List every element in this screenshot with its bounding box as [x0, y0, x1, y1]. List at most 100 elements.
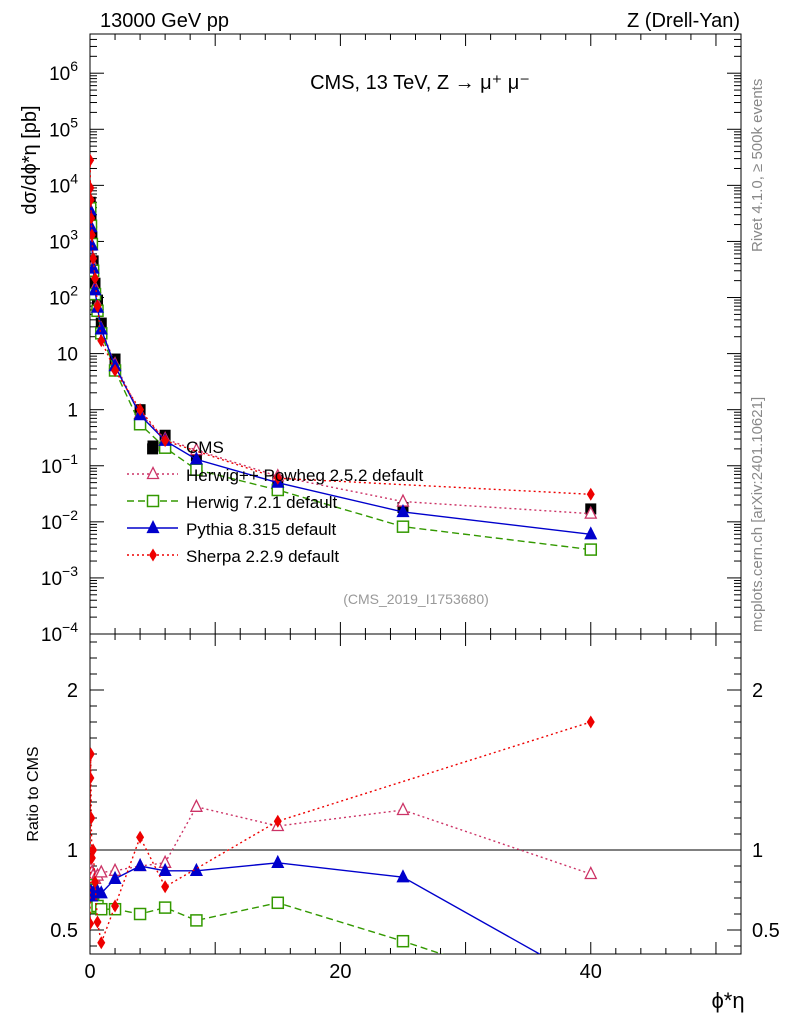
data-point [93, 299, 102, 313]
legend-marker [146, 494, 160, 508]
ratio-y-tick-label-right: 1 [752, 840, 763, 862]
y-tick-label: 10−2 [41, 507, 78, 534]
y-tick-label: 10−4 [41, 619, 78, 646]
ratio-point [273, 814, 282, 828]
data-point [189, 451, 203, 465]
data-point [584, 505, 598, 519]
ratio-point [108, 870, 122, 884]
data-point [90, 181, 95, 195]
side-text-top: Rivet 4.1.0, ≥ 500k events [749, 79, 766, 252]
data-point [90, 282, 102, 296]
ratio-point [97, 936, 106, 950]
ratio-y-tick-label: 1 [67, 840, 78, 862]
series-sherpa-2-2-9-default [90, 715, 595, 950]
data-point [90, 228, 96, 242]
data-point [90, 193, 95, 207]
data-point [396, 504, 410, 518]
ratio-y-tick-label: 2 [67, 680, 78, 702]
data-point [90, 251, 98, 265]
ratio-point [90, 747, 95, 761]
ratio-point [90, 917, 95, 931]
series-line [90, 208, 591, 551]
y-tick-label: 103 [49, 226, 78, 253]
data-point [161, 434, 170, 448]
main-axis-ticks: 10−4 10−3 10−2 10−1 1 10 102 103 104 105 106 [41, 33, 741, 646]
data-point [584, 526, 598, 540]
legend-label: Sherpa 2.2.9 default [186, 547, 339, 566]
ratio-point [271, 896, 285, 910]
series-line [90, 885, 444, 954]
ratio-point [94, 885, 108, 899]
legend-label: CMS [186, 438, 224, 457]
main-plot-panel: 10−4 10−3 10−2 10−1 1 10 102 103 104 105 106 CMS, … [19, 33, 742, 646]
y-tick-label: 1 [67, 401, 78, 422]
ratio-point [190, 914, 203, 927]
legend-item: Herwig 7.2.1 default [127, 493, 337, 512]
data-point [91, 271, 100, 285]
data-point [586, 487, 595, 501]
y-tick-label: 10−1 [41, 451, 78, 478]
series-line [90, 721, 591, 946]
legend-item: Sherpa 2.2.9 default [127, 547, 339, 566]
ratio-y-tick-label: 0.5 [50, 920, 78, 942]
legend-item: Herwig++ Powheg 2.5.2 default [127, 466, 423, 485]
data-point [133, 417, 147, 431]
ratio-point [161, 880, 170, 894]
series-pythia-8-315-default [90, 202, 598, 540]
series-sherpa-2-2-9-default [90, 153, 595, 501]
y-tick-label: 104 [49, 170, 78, 197]
legend-label: Herwig++ Powheg 2.5.2 default [186, 466, 423, 485]
legend-marker [146, 520, 160, 534]
ratio-ylabel: Ratio to CMS [25, 746, 42, 841]
ratio-point [95, 902, 108, 916]
ratio-plot-frame [89, 633, 742, 955]
y-tick-label: 102 [49, 283, 78, 310]
series-herwig-7-2-1-default [90, 202, 598, 556]
ratio-point [396, 869, 410, 883]
side-text-bottom: mcplots.cern.ch [arXiv:2401.10621] [749, 397, 766, 632]
y-tick-label: 10 [57, 345, 78, 366]
ratio-data-series [90, 715, 598, 954]
legend: CMS Herwig++ Powheg 2.5.2 default Herwig 7… [127, 438, 423, 566]
ratio-point [90, 771, 95, 785]
x-tick-label: 0 [84, 961, 95, 983]
ratio-axis-ticks: 0.5 0.5 1 1 2 2 [50, 641, 780, 947]
ratio-point [158, 862, 172, 876]
ratio-point [189, 798, 203, 812]
ratio-point [133, 907, 147, 921]
y-tick-label: 105 [49, 114, 78, 141]
data-point [90, 260, 100, 274]
legend-item: CMS [147, 438, 224, 457]
data-point [136, 403, 145, 417]
series-line [90, 210, 591, 535]
ratio-y-tick-label-right: 0.5 [752, 920, 780, 942]
ratio-point [111, 899, 120, 913]
ratio-point [90, 843, 98, 857]
data-point [94, 321, 108, 335]
data-point [97, 334, 106, 348]
y-tick-label: 106 [49, 58, 78, 85]
ratio-point [584, 866, 598, 880]
legend-marker [146, 466, 160, 480]
ratio-point [586, 715, 595, 729]
header-left: 13000 GeV pp [100, 10, 229, 32]
legend-marker [147, 440, 159, 452]
series-herwig-7-2-1-default [90, 878, 444, 954]
ratio-point [94, 864, 108, 878]
ratio-plot-panel: 0.5 0.5 1 1 2 2 Ratio to CMS [25, 633, 780, 955]
legend-label: Herwig 7.2.1 default [186, 493, 337, 512]
ratio-point [396, 934, 410, 948]
x-axis-label: ϕ*η [711, 988, 744, 1013]
ratio-point [396, 802, 410, 816]
watermark: (CMS_2019_I1753680) [343, 591, 489, 607]
data-point [111, 363, 120, 377]
data-point [584, 543, 598, 556]
y-tick-label: 10−3 [41, 563, 78, 590]
x-axis-ticks: 0 20 40 [84, 34, 742, 983]
ratio-y-tick-label-right: 2 [752, 680, 763, 702]
data-point [396, 520, 410, 533]
ratio-point [133, 858, 147, 872]
main-plot-frame [89, 33, 742, 635]
ratio-point [91, 875, 100, 889]
